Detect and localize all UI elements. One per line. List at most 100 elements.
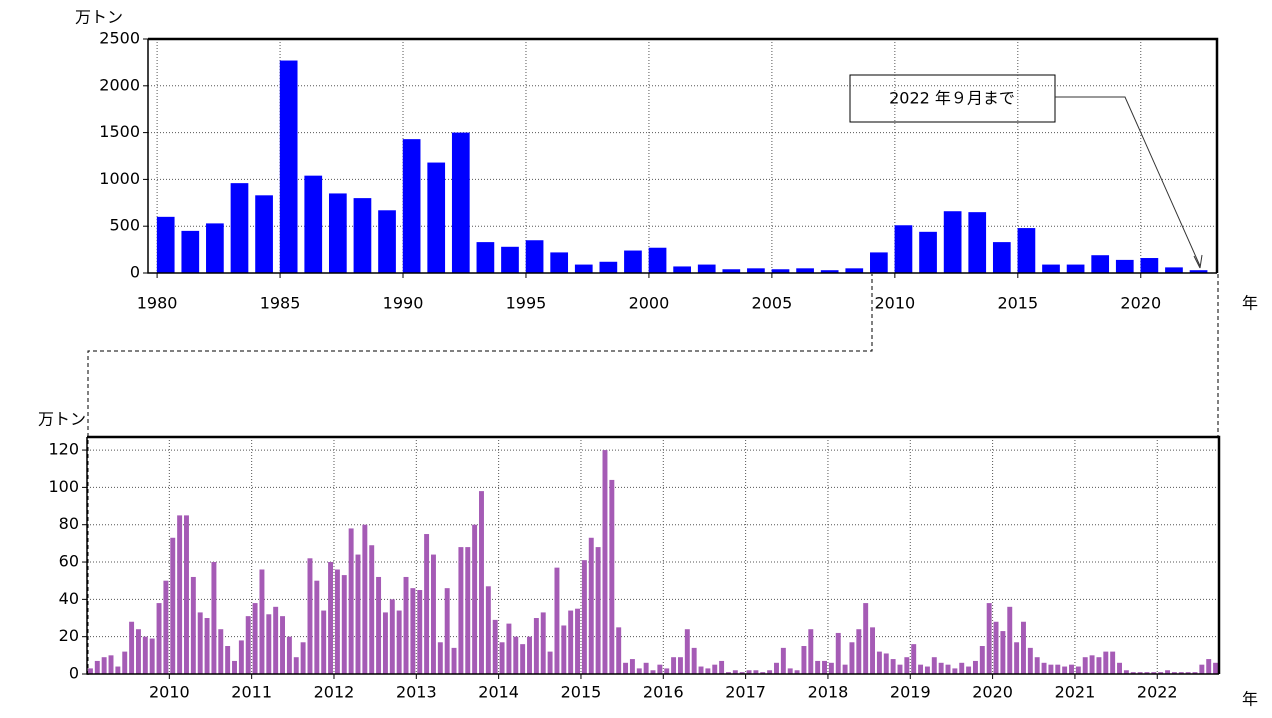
zoom-connector (87, 274, 873, 675)
bar (609, 479, 615, 674)
bar (101, 657, 107, 674)
bar (1034, 657, 1040, 674)
bar (540, 612, 546, 674)
bar (897, 664, 903, 674)
bar (842, 664, 848, 674)
bar (849, 642, 855, 674)
bar (1062, 666, 1068, 674)
bar (753, 670, 759, 674)
bar (1017, 228, 1036, 273)
bar (1066, 264, 1085, 273)
y-tick-label: 100 (48, 477, 79, 496)
bar (599, 261, 618, 273)
bar (1199, 664, 1205, 674)
bar (255, 195, 273, 273)
y-tick-label: 2500 (99, 29, 140, 48)
bar (602, 450, 608, 674)
x-tick-label: 2020 (972, 683, 1013, 702)
x-tick-label: 2019 (890, 683, 931, 702)
bar (341, 575, 347, 674)
bar (876, 651, 882, 674)
bar (369, 545, 375, 674)
bar (1123, 670, 1129, 674)
bar (547, 651, 553, 674)
bar (1115, 259, 1134, 273)
bar (904, 657, 910, 674)
bar (427, 162, 446, 273)
x-tick-label: 2012 (314, 683, 355, 702)
bar (437, 642, 443, 674)
bar (129, 621, 135, 674)
bar (181, 230, 200, 273)
bar (353, 198, 372, 273)
bar (624, 250, 642, 273)
y-tick-label: 80 (59, 514, 79, 533)
bar (328, 193, 347, 273)
bar (760, 672, 766, 674)
bar (307, 558, 313, 674)
bar (1007, 606, 1013, 674)
bar (993, 621, 999, 674)
bar (149, 638, 155, 674)
bar (230, 183, 249, 273)
bar (1151, 672, 1157, 674)
x-tick-label: 2005 (752, 294, 793, 313)
bar (533, 618, 539, 674)
bar (122, 651, 128, 674)
bar (650, 670, 656, 674)
bar (575, 608, 581, 674)
bar (396, 610, 402, 674)
bar (1137, 672, 1143, 674)
bar (747, 268, 765, 273)
bar (1042, 264, 1060, 273)
annotation-arrow (1055, 96, 1201, 267)
bar (808, 629, 814, 674)
bar (362, 524, 368, 674)
bar (1144, 672, 1150, 674)
axis-frame (147, 39, 1217, 274)
bar (513, 636, 519, 674)
bar (657, 664, 663, 674)
bar (279, 60, 298, 273)
bar (492, 619, 498, 674)
bar (972, 660, 978, 674)
bar (746, 670, 752, 674)
bar (1075, 666, 1081, 674)
bar (1000, 631, 1006, 674)
bar (520, 644, 526, 674)
bar (444, 588, 450, 674)
bar (636, 668, 642, 674)
y-tick-label: 40 (59, 589, 79, 608)
bar (232, 660, 237, 674)
bar (835, 632, 841, 674)
bar (890, 659, 896, 674)
bar (485, 586, 491, 674)
bar (108, 655, 114, 674)
bar (1140, 258, 1159, 273)
bar (931, 657, 937, 674)
x-tick-label: 2010 (874, 294, 915, 313)
bar (979, 646, 985, 674)
bar (266, 614, 272, 674)
bar (1055, 664, 1061, 674)
bar (794, 670, 800, 674)
annotation-box (849, 74, 1056, 123)
bar (705, 668, 711, 674)
bar (334, 569, 340, 674)
y-tick-label: 2000 (99, 75, 140, 94)
bar (204, 618, 210, 674)
bar (403, 576, 409, 674)
bar (1103, 651, 1109, 674)
bar (156, 216, 175, 273)
bar (787, 668, 793, 674)
bar (883, 653, 889, 674)
bar (410, 588, 416, 674)
bar (527, 636, 532, 674)
bar (801, 646, 807, 674)
bar (506, 623, 512, 674)
bar (856, 629, 862, 674)
bar (648, 247, 667, 273)
bar (479, 491, 484, 674)
bar (1069, 664, 1074, 674)
bar (943, 211, 962, 273)
